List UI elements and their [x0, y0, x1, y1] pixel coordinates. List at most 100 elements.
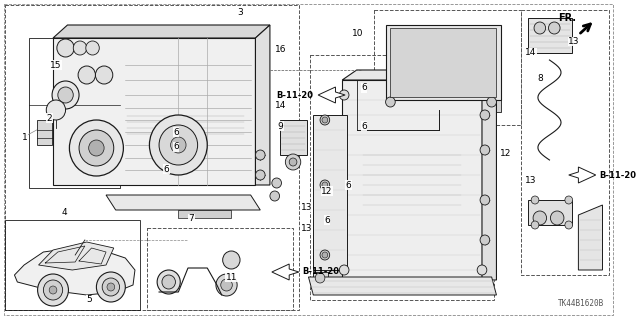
Circle shape [216, 274, 237, 296]
Polygon shape [53, 25, 270, 38]
Circle shape [49, 286, 57, 294]
Polygon shape [385, 25, 501, 100]
Polygon shape [255, 25, 270, 185]
Bar [125, 110, 246, 140]
Polygon shape [308, 277, 497, 295]
Circle shape [477, 265, 487, 275]
Polygon shape [579, 205, 602, 270]
Text: 13: 13 [301, 224, 312, 233]
Circle shape [480, 145, 490, 155]
Text: 11: 11 [226, 273, 237, 282]
Bar [29, 38, 120, 188]
Circle shape [57, 39, 74, 57]
Polygon shape [106, 195, 260, 210]
Polygon shape [342, 70, 497, 80]
Bar [364, 148, 461, 166]
Circle shape [565, 221, 573, 229]
Circle shape [322, 182, 328, 188]
Circle shape [285, 154, 301, 170]
Circle shape [107, 283, 115, 291]
Circle shape [534, 22, 546, 34]
Text: 14: 14 [525, 48, 536, 57]
Text: 13: 13 [525, 176, 536, 185]
Bar [147, 228, 293, 310]
Circle shape [550, 211, 564, 225]
Bar [310, 55, 493, 300]
Polygon shape [53, 38, 255, 185]
Circle shape [58, 87, 73, 103]
Text: 4: 4 [62, 208, 68, 217]
Text: 9: 9 [278, 122, 284, 130]
Text: 14: 14 [275, 101, 286, 110]
Circle shape [149, 115, 207, 175]
Circle shape [480, 235, 490, 245]
Polygon shape [314, 115, 347, 270]
Text: 7: 7 [188, 214, 194, 223]
Polygon shape [390, 28, 497, 97]
Text: 2: 2 [47, 114, 52, 122]
Circle shape [44, 280, 63, 300]
Polygon shape [38, 242, 114, 270]
Circle shape [322, 117, 328, 123]
Circle shape [159, 125, 198, 165]
Circle shape [46, 100, 65, 120]
Bar [314, 272, 328, 294]
Text: 6: 6 [164, 165, 170, 174]
Circle shape [320, 180, 330, 190]
Bar [36, 120, 52, 145]
Bar [5, 220, 140, 310]
Circle shape [565, 196, 573, 204]
Circle shape [339, 265, 349, 275]
Bar [149, 196, 227, 208]
Circle shape [38, 274, 68, 306]
Polygon shape [482, 70, 497, 280]
Circle shape [171, 137, 186, 153]
Bar [314, 255, 347, 277]
Circle shape [52, 81, 79, 109]
Bar [528, 200, 572, 225]
Text: 15: 15 [50, 61, 61, 70]
Polygon shape [272, 264, 299, 280]
Text: 6: 6 [324, 216, 330, 225]
Circle shape [78, 66, 95, 84]
Text: 13: 13 [568, 37, 579, 46]
Text: 3: 3 [237, 8, 243, 17]
Circle shape [320, 250, 330, 260]
Circle shape [339, 90, 349, 100]
Circle shape [97, 272, 125, 302]
Circle shape [533, 211, 547, 225]
Text: 5: 5 [86, 295, 92, 304]
Circle shape [272, 178, 282, 188]
Circle shape [548, 22, 560, 34]
Bar [520, 10, 609, 275]
Text: 13: 13 [301, 203, 312, 212]
Circle shape [531, 221, 539, 229]
Bar [280, 120, 307, 155]
Circle shape [480, 195, 490, 205]
Circle shape [89, 140, 104, 156]
Circle shape [73, 41, 87, 55]
Circle shape [157, 270, 180, 294]
Circle shape [480, 110, 490, 120]
Circle shape [86, 41, 99, 55]
Circle shape [79, 130, 114, 166]
Circle shape [102, 278, 120, 296]
Text: TK44B1620B: TK44B1620B [558, 299, 604, 308]
Text: 6: 6 [173, 142, 179, 151]
Circle shape [477, 90, 487, 100]
Circle shape [270, 191, 280, 201]
Text: B-11-20: B-11-20 [276, 91, 314, 100]
Circle shape [223, 251, 240, 269]
Text: 16: 16 [275, 45, 287, 54]
Polygon shape [318, 87, 345, 103]
Text: 6: 6 [361, 83, 367, 92]
Circle shape [289, 158, 297, 166]
Bar [179, 210, 231, 218]
Text: B-11-20: B-11-20 [600, 170, 637, 180]
Text: 8: 8 [537, 74, 543, 83]
Circle shape [255, 150, 265, 160]
Bar [528, 18, 572, 53]
Text: 6: 6 [361, 122, 367, 130]
Text: B-11-20: B-11-20 [303, 268, 340, 277]
Bar [5, 5, 299, 310]
